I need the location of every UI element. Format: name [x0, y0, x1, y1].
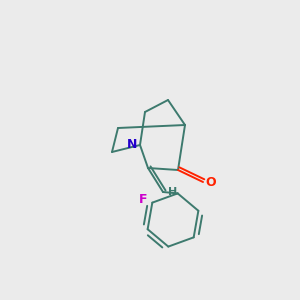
Text: N: N [127, 139, 137, 152]
Text: F: F [139, 193, 148, 206]
Text: O: O [206, 176, 216, 188]
Text: H: H [168, 187, 178, 197]
